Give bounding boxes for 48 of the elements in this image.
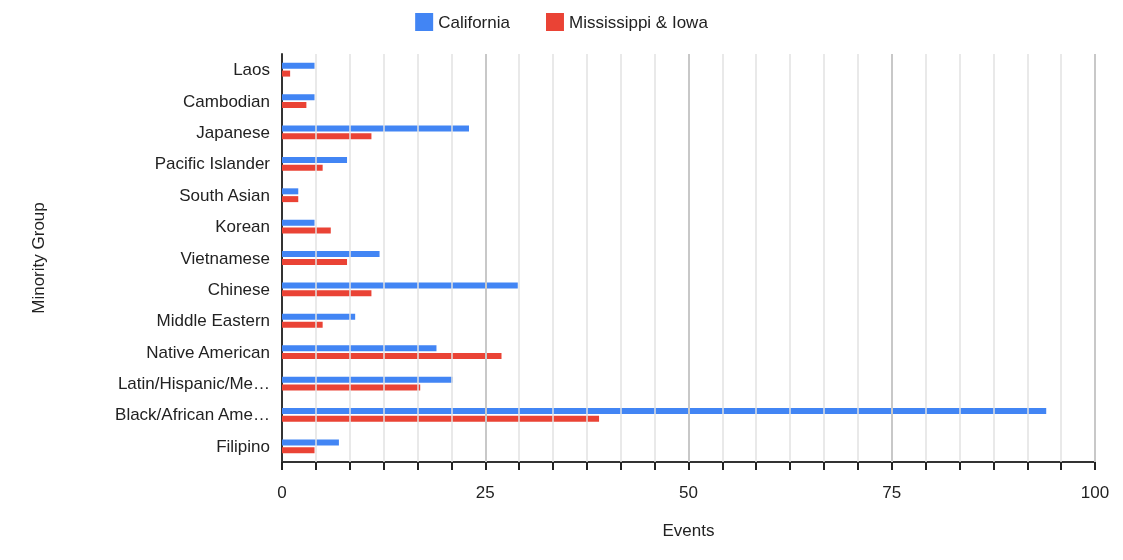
y-tick-label: Chinese: [207, 279, 270, 299]
y-tick-label: Filipino: [216, 436, 270, 456]
bar: [282, 439, 339, 446]
x-tick-label: 0: [277, 483, 287, 502]
bar: [282, 353, 502, 360]
y-tick-label: Pacific Islander: [154, 154, 271, 174]
y-tick-label: Native American: [146, 342, 270, 362]
bar: [282, 188, 299, 195]
y-tick-label: Vietnamese: [180, 248, 270, 268]
bar: [282, 447, 315, 454]
bar: [282, 376, 453, 383]
bar: [282, 384, 421, 391]
bar: [282, 219, 315, 226]
x-tick-label: 25: [475, 483, 495, 502]
bar: [282, 101, 307, 108]
bar: [282, 290, 372, 297]
y-tick-label: Latin/Hispanic/Me…: [117, 374, 270, 394]
bar: [282, 282, 518, 289]
y-tick-label: Cambodian: [183, 91, 270, 111]
bar: [282, 94, 315, 101]
y-tick-label: Japanese: [196, 122, 270, 142]
bar: [282, 345, 437, 352]
bar: [282, 156, 348, 163]
x-tick-label: 50: [679, 483, 698, 502]
bar: [282, 321, 323, 328]
bar: [282, 408, 1047, 415]
y-axis-title: Minority Group: [29, 202, 48, 314]
bar: [282, 415, 600, 422]
x-tick-label: 75: [882, 483, 902, 502]
bar: [282, 227, 331, 234]
legend-label: California: [438, 12, 511, 32]
y-tick-label: Black/African Ame…: [115, 405, 270, 425]
bar: [282, 258, 348, 265]
y-tick-label: Korean: [215, 217, 270, 237]
x-axis-title: Events: [662, 521, 715, 540]
bar: [282, 125, 469, 132]
bar: [282, 251, 380, 258]
bar: [282, 196, 299, 203]
bar: [282, 164, 323, 171]
y-tick-label: Middle Eastern: [156, 311, 270, 331]
bar: [282, 313, 356, 320]
x-tick-label: 100: [1080, 483, 1110, 502]
y-tick-label: Laos: [233, 60, 270, 80]
y-tick-label: South Asian: [179, 185, 270, 205]
bar: [282, 62, 315, 69]
legend-label: Mississippi & Iowa: [568, 12, 709, 32]
bar: [282, 133, 372, 140]
bar: [282, 70, 291, 77]
